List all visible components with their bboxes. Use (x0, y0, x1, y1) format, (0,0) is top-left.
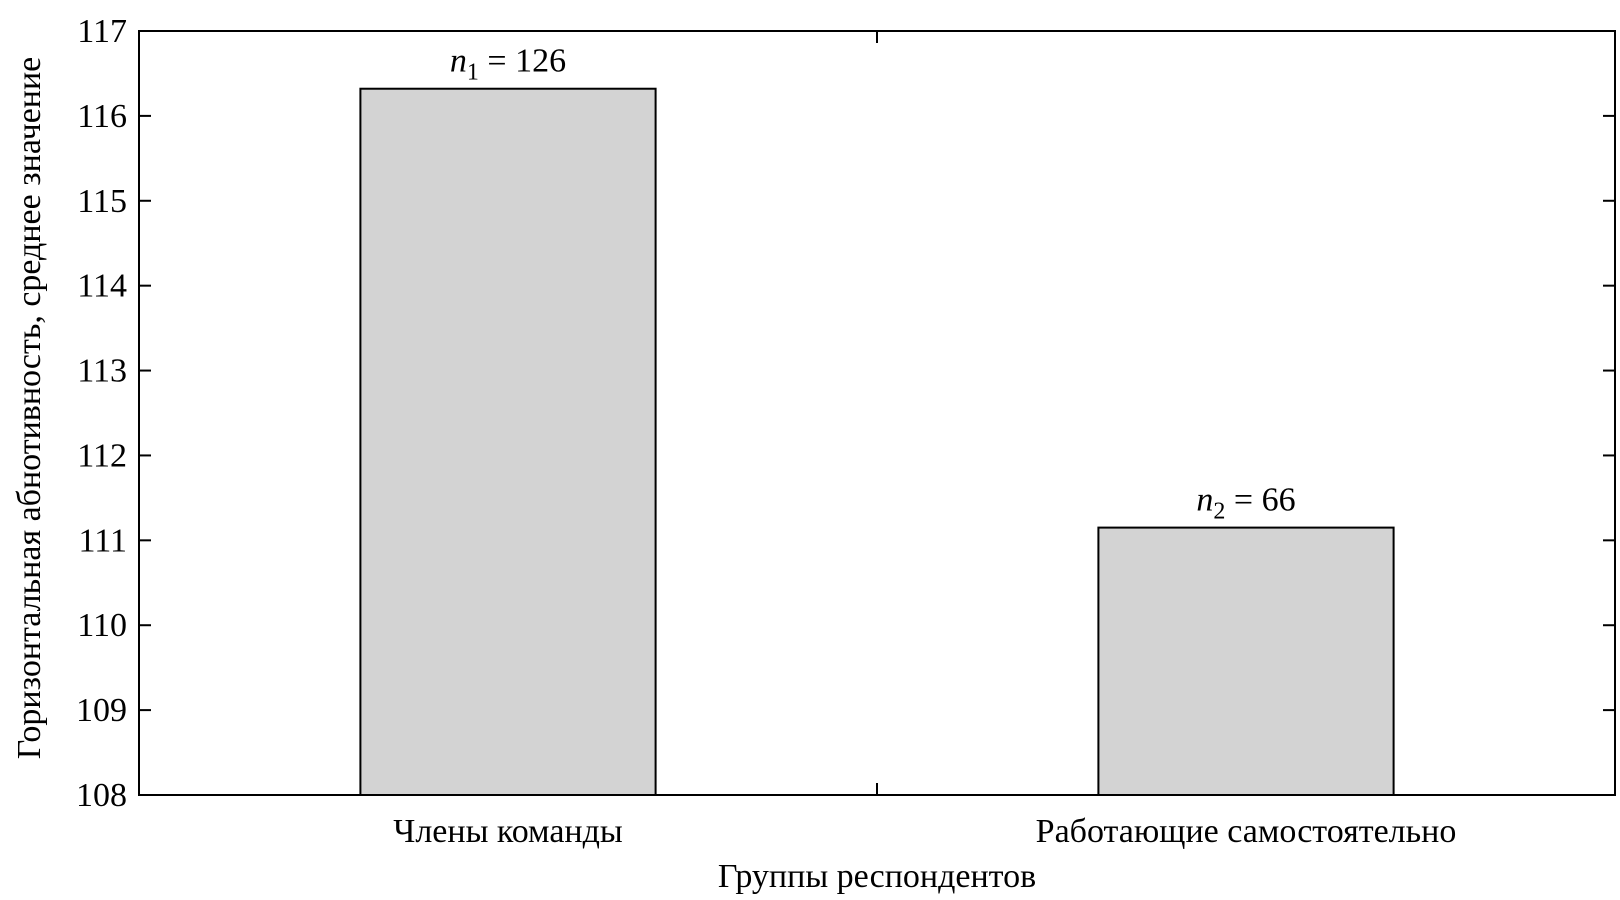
labels-group: 108 109 110 111 112 113 114 115 116 117 Члены кома… (76, 13, 1456, 850)
category-label-1: Работающие самостоятельно (1036, 813, 1457, 850)
y-tick-label-8: 116 (77, 98, 127, 135)
y-tick-label-0: 108 (76, 777, 127, 814)
y-tick-label-4: 112 (77, 437, 127, 474)
bars-group (359, 87, 1395, 797)
bar-data-label-1: n2 = 66 (1196, 482, 1295, 525)
y-tick-label-7: 115 (77, 183, 127, 220)
x-axis-title: Группы респондентов (718, 858, 1036, 895)
y-tick-label-6: 114 (77, 268, 127, 305)
y-tick-label-2: 110 (77, 607, 127, 644)
y-tick-label-9: 117 (77, 13, 127, 50)
y-axis-title: Горизонтальная абнотивность, среднее зна… (11, 57, 48, 760)
y-tick-label-3: 111 (79, 522, 127, 559)
y-tick-label-5: 113 (77, 353, 127, 390)
ticks-group (139, 30, 1615, 796)
category-label-0: Члены команды (393, 813, 623, 850)
bar-1 (1097, 526, 1395, 796)
y-tick-label-1: 109 (76, 692, 127, 729)
bar-data-label-0: n1 = 126 (450, 43, 566, 86)
bar-0 (359, 87, 657, 797)
